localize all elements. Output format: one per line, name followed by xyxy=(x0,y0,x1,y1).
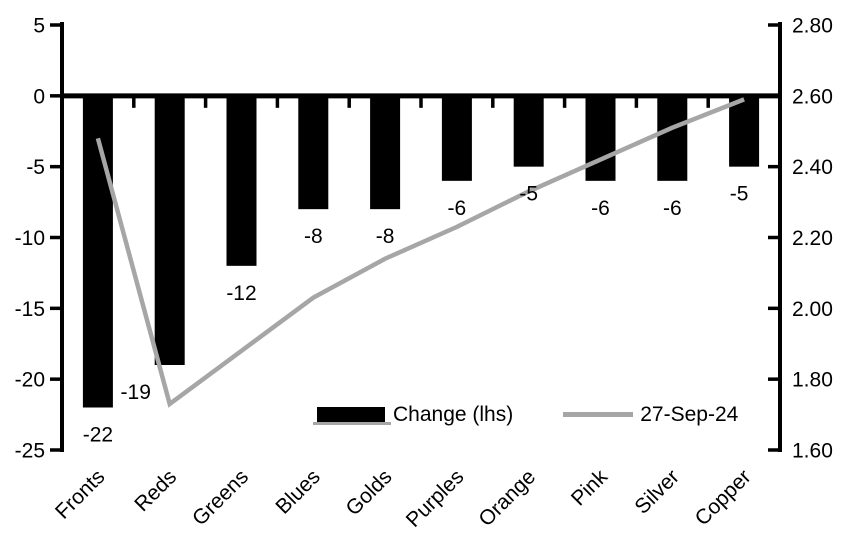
category-label-greens: Greens xyxy=(188,465,253,530)
bar-data-labels: -22 -19 -12 -8 -8 -6 -5 -6 -6 -5 xyxy=(83,183,749,447)
bar-data-label: -5 xyxy=(519,183,538,206)
axes: 5 0 -5 -10 -15 -20 -25 2.80 2.60 2.40 2.20 2.00 1.80… xyxy=(15,15,833,463)
category-axis-labels: Fronts Reds Greens Blues Golds Purples Orange P… xyxy=(51,465,756,532)
left-axis-tick-label: 5 xyxy=(33,15,45,38)
category-label-fronts: Fronts xyxy=(51,465,109,523)
bar-copper xyxy=(729,95,760,167)
bar-golds xyxy=(370,95,401,210)
bar-data-label: -5 xyxy=(730,183,749,206)
legend-bar-swatch xyxy=(313,407,391,425)
category-label-copper: Copper xyxy=(691,465,756,530)
legend-label-27-sep-24: 27-Sep-24 xyxy=(640,402,739,426)
right-axis-tick-label: 2.60 xyxy=(792,85,833,108)
bar-data-label: -6 xyxy=(663,197,682,220)
line-path xyxy=(95,97,745,408)
category-axis xyxy=(62,93,780,108)
category-label-golds: Golds xyxy=(342,465,397,520)
legend-item-27-sep-24: 27-Sep-24 xyxy=(563,403,738,427)
bar-blues xyxy=(298,95,329,210)
right-axis-tick-label: 2.80 xyxy=(792,15,833,38)
bar-data-label: -6 xyxy=(591,197,610,220)
bar-data-label: -22 xyxy=(83,424,113,447)
left-axis: 5 0 -5 -10 -15 -20 -25 xyxy=(15,15,64,463)
legend-bar-swatch-fill xyxy=(317,407,385,422)
bar-data-label: -6 xyxy=(448,197,467,220)
bar-silver xyxy=(657,95,688,181)
right-axis-tick-label: 2.20 xyxy=(792,227,833,250)
category-label-silver: Silver xyxy=(630,465,683,518)
category-label-orange: Orange xyxy=(474,465,540,531)
bar-greens xyxy=(226,95,257,266)
legend: Change (lhs) 27-Sep-24 xyxy=(313,402,738,427)
left-axis-tick-label: -10 xyxy=(15,227,45,250)
right-axis-tick-label: 1.60 xyxy=(792,440,833,463)
line-series-27-sep-24 xyxy=(95,97,745,408)
right-axis-tick-label: 2.00 xyxy=(792,298,833,321)
category-label-reds: Reds xyxy=(130,465,181,516)
left-axis-tick-label: 0 xyxy=(33,85,45,108)
bar-fronts xyxy=(82,95,113,408)
legend-item-change-lhs: Change (lhs) xyxy=(313,402,514,427)
bar-reds xyxy=(154,95,185,365)
bar-pink xyxy=(585,95,616,181)
bar-series-change-lhs xyxy=(82,95,760,408)
bar-orange xyxy=(513,95,544,167)
left-axis-tick-label: -5 xyxy=(26,156,45,179)
bar-data-label: -8 xyxy=(376,225,395,248)
bar-purples xyxy=(441,95,472,181)
left-axis-tick-label: -25 xyxy=(15,440,45,463)
category-label-pink: Pink xyxy=(567,465,613,511)
right-axis-tick-label: 1.80 xyxy=(792,369,833,392)
category-label-purples: Purples xyxy=(402,465,469,532)
right-axis: 2.80 2.60 2.40 2.20 2.00 1.80 1.60 xyxy=(768,15,833,463)
category-label-blues: Blues xyxy=(271,465,324,518)
bar-data-label: -8 xyxy=(304,225,323,248)
bar-data-label: -12 xyxy=(226,282,256,305)
legend-line-swatch xyxy=(563,412,634,417)
legend-label-change-lhs: Change (lhs) xyxy=(393,402,514,426)
right-axis-tick-label: 2.40 xyxy=(792,156,833,179)
bar-data-label: -19 xyxy=(121,381,151,404)
left-axis-tick-label: -20 xyxy=(15,369,45,392)
legend-bar-swatch-shadow xyxy=(313,422,391,425)
left-axis-tick-label: -15 xyxy=(15,298,45,321)
